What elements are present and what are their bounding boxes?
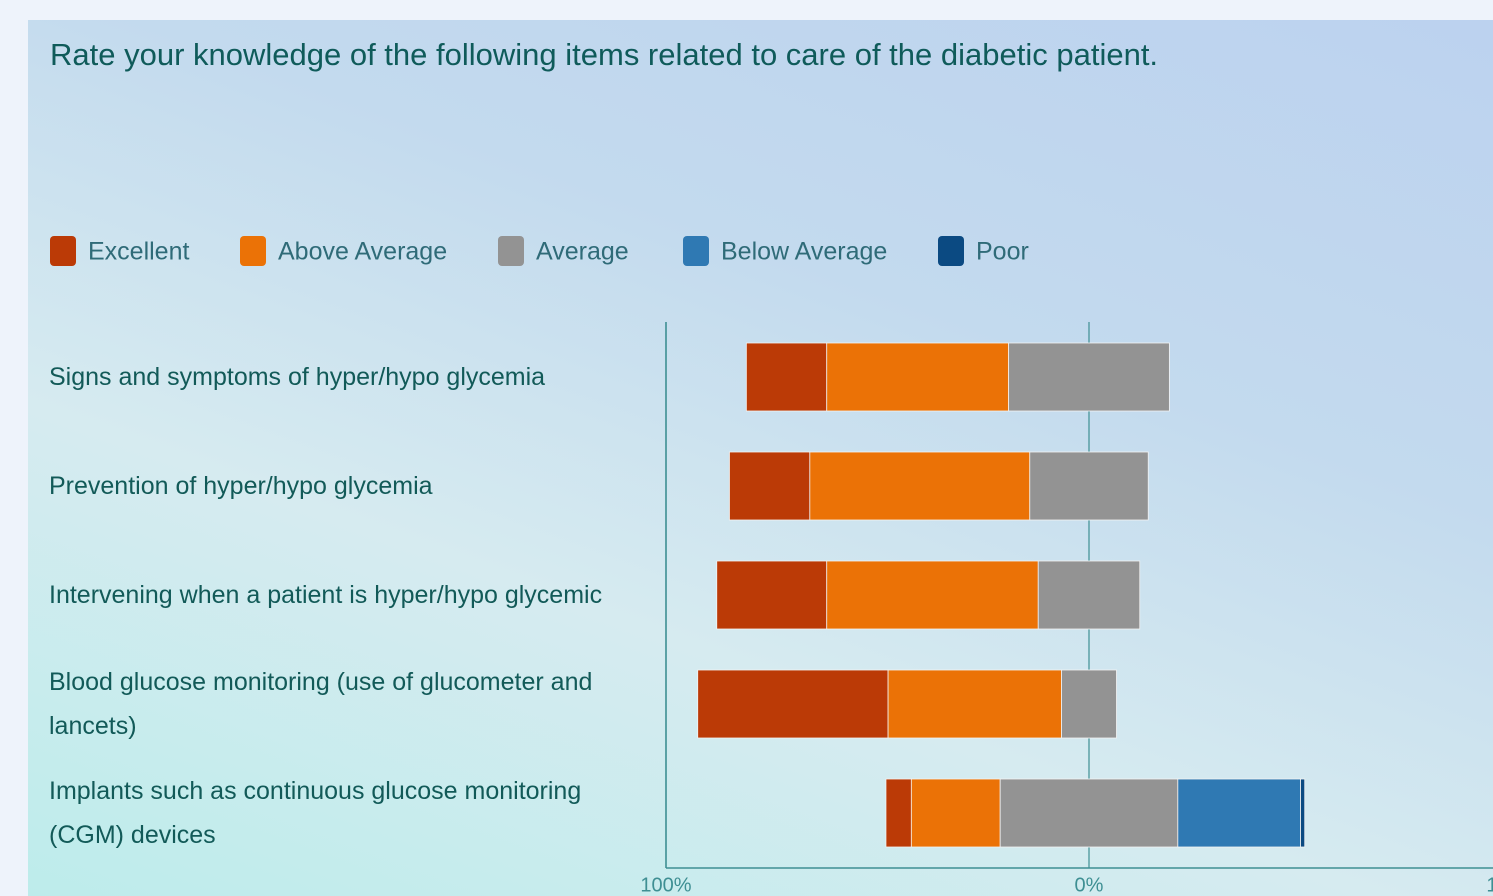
legend-swatch xyxy=(50,236,76,266)
category-label: Implants such as continuous glucose moni… xyxy=(49,777,582,849)
legend-swatch xyxy=(498,236,524,266)
bar-segment xyxy=(716,560,828,630)
legend-swatch xyxy=(240,236,266,266)
legend-swatch xyxy=(938,236,964,266)
x-tick-label: 100% xyxy=(1486,874,1493,896)
bar-segment xyxy=(1037,560,1141,630)
bar-segment xyxy=(745,342,828,412)
category-label: Intervening when a patient is hyper/hypo… xyxy=(49,581,603,609)
bar-segment xyxy=(1008,342,1170,412)
bar-segment xyxy=(729,451,811,521)
bar-segment xyxy=(1029,451,1149,521)
bar-segment xyxy=(826,342,1010,412)
x-tick-label: 0% xyxy=(1075,874,1104,896)
legend-swatch xyxy=(683,236,709,266)
legend-label: Below Average xyxy=(721,238,887,266)
bar-segment xyxy=(1061,669,1117,739)
bar-segment xyxy=(1300,778,1306,848)
bar-segment xyxy=(910,778,1001,848)
chart-title: Rate your knowledge of the following ite… xyxy=(50,37,1158,72)
bar-segment xyxy=(826,560,1039,630)
bar-segment xyxy=(697,669,889,739)
legend-label: Above Average xyxy=(278,238,447,266)
legend-label: Average xyxy=(536,238,629,266)
category-label: Prevention of hyper/hypo glycemia xyxy=(49,472,433,500)
legend-label: Excellent xyxy=(88,238,189,266)
category-label: Blood glucose monitoring (use of glucome… xyxy=(49,668,593,740)
bar-segment xyxy=(999,778,1179,848)
bar-segment xyxy=(809,451,1031,521)
bar-segment xyxy=(887,669,1062,739)
bar-segment xyxy=(885,778,912,848)
x-tick-label: 100% xyxy=(640,874,691,896)
legend-label: Poor xyxy=(976,238,1029,266)
bar-segment xyxy=(1177,778,1301,848)
category-label: Signs and symptoms of hyper/hypo glycemi… xyxy=(49,363,546,391)
